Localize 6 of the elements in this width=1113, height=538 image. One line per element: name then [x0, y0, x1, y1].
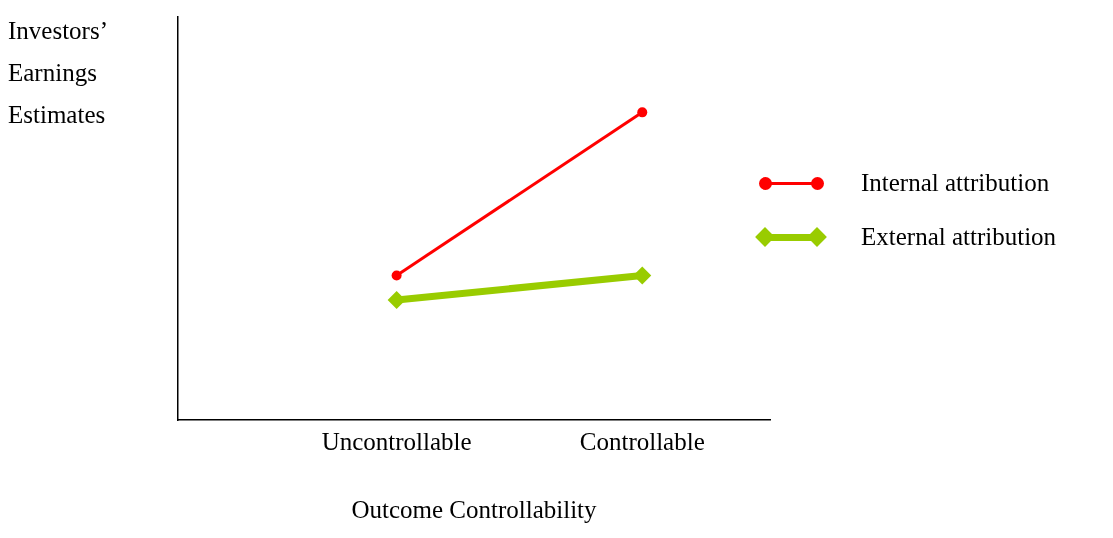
- y-axis-title: Investors’ Earnings Estimates: [8, 16, 108, 128]
- legend-label: Internal attribution: [861, 169, 1050, 197]
- legend-label: External attribution: [861, 223, 1057, 251]
- x-tick-label: Uncontrollable: [321, 427, 472, 455]
- x-tick-label: Controllable: [579, 427, 705, 455]
- x-axis-title: Outcome Controllability: [351, 495, 598, 523]
